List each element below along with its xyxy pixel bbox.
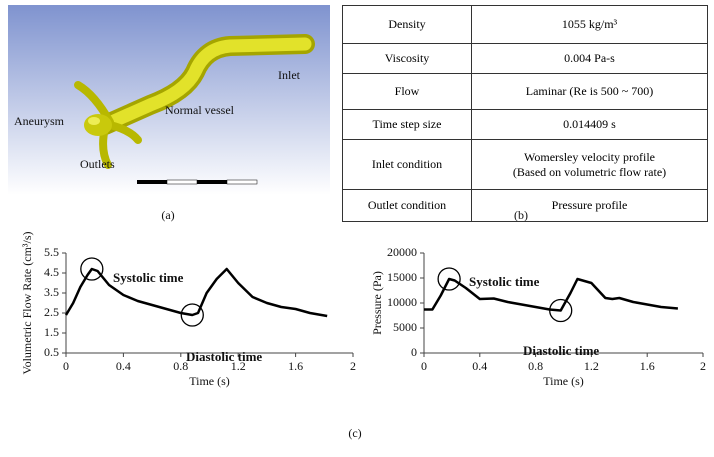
caption: (a) [161, 208, 174, 222]
y-tick-label: 5.5 [44, 245, 59, 259]
render-label: Aneurysm [14, 114, 65, 128]
cell: Viscosity [342, 43, 472, 74]
x-tick-label: 0.8 [173, 359, 188, 373]
y-axis-label: Volumetric Flow Rate (cm³/s) [20, 231, 34, 374]
highlight-circle [180, 303, 204, 327]
highlight-circle [549, 298, 573, 323]
cell-line: (Based on volumetric flow rate) [512, 164, 667, 179]
cell: Outlet condition [342, 189, 472, 222]
y-tick-label: 20000 [387, 245, 417, 259]
parameter-table: Density 1055 kg/m³ Viscosity 0.004 Pa-s Fl… [342, 5, 708, 222]
annotation: Systolic time [113, 270, 184, 285]
x-tick-label: 1.2 [231, 359, 246, 373]
highlight-circle [80, 257, 104, 281]
x-tick-label: 0.8 [528, 359, 543, 373]
cell: 1055 kg/m³ [471, 5, 708, 44]
annotation: Diastolic time [186, 349, 262, 364]
highlight-circle [437, 267, 461, 291]
cell: Flow [342, 73, 472, 110]
vessel-render [74, 34, 315, 169]
x-tick-label: 0.4 [116, 359, 131, 373]
x-tick-label: 0 [421, 359, 427, 373]
y-tick-label: 2.5 [44, 305, 59, 319]
cell: Womersley velocity profile (Based on volu… [471, 139, 708, 190]
y-axis-label: Pressure (Pa) [370, 271, 384, 335]
render-label: Normal vessel [165, 103, 235, 117]
y-tick-label: 3.5 [44, 285, 59, 299]
cell: 0.004 Pa-s [471, 43, 708, 74]
y-tick-label: 15000 [387, 270, 417, 284]
x-tick-label: 1.6 [640, 359, 655, 373]
caption: (c) [348, 426, 361, 440]
y-tick-label: 1.5 [44, 325, 59, 339]
scale-bar [137, 179, 258, 185]
x-axis-label: Time (s) [189, 374, 230, 388]
cell: Time step size [342, 109, 472, 140]
y-tick-label: 0.5 [44, 345, 59, 359]
y-tick-label: 10000 [387, 295, 417, 309]
x-tick-label: 1.2 [584, 359, 599, 373]
y-tick-label: 4.5 [44, 265, 59, 279]
x-tick-label: 2 [350, 359, 356, 373]
y-tick-label: 0 [411, 345, 417, 359]
y-tick-label: 5000 [393, 320, 417, 334]
cell: 0.014409 s [471, 109, 708, 140]
annotation: Systolic time [469, 274, 540, 289]
cell: Density [342, 5, 472, 44]
cell-line: Womersley velocity profile [524, 149, 655, 164]
cell: Laminar (Re is 500 ~ 700) [471, 73, 708, 110]
x-axis-label: Time (s) [543, 374, 584, 388]
cell: Pressure profile [471, 189, 708, 222]
annotation: Diastolic time [523, 343, 599, 358]
cell: Inlet condition [342, 139, 472, 190]
render-label: Inlet [278, 68, 301, 82]
data-line [64, 267, 328, 318]
x-tick-label: 2 [700, 359, 706, 373]
x-tick-label: 0 [63, 359, 69, 373]
x-tick-label: 0.4 [472, 359, 487, 373]
x-tick-label: 1.6 [288, 359, 303, 373]
render-label: Outlets [80, 157, 115, 171]
